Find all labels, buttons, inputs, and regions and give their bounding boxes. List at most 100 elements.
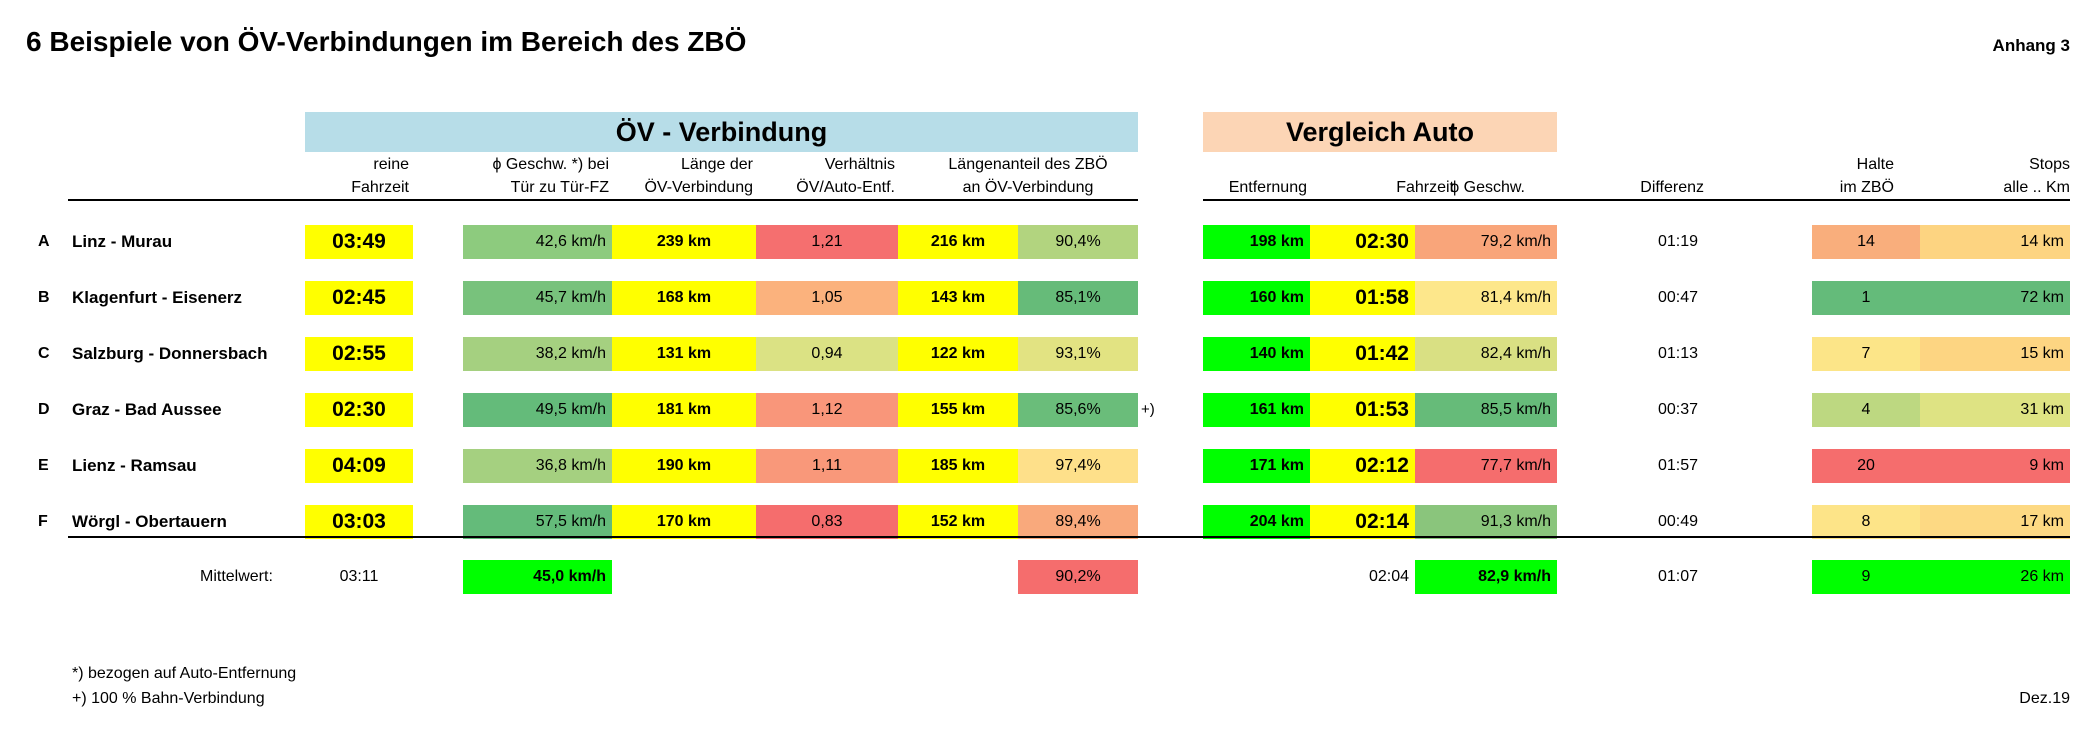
cell-fahrzeit: 02:45 xyxy=(305,281,413,315)
cell-zbo-km: 143 km xyxy=(898,281,1018,315)
mean-differenz: 01:07 xyxy=(1657,568,1698,585)
cell-anteil: 90,4% xyxy=(1018,225,1138,259)
group-header-oev: ÖV - Verbindung xyxy=(305,112,1138,152)
cell-verhaeltnis: 0,94 xyxy=(756,337,898,371)
mean-halte: 9 xyxy=(1812,560,1920,594)
cell-laenge: 239 km xyxy=(612,225,756,259)
cell-stops: 15 km xyxy=(1920,337,2070,371)
mean-label: Mittelwert: xyxy=(200,568,273,585)
header-laenge: Länge der ÖV-Verbindung xyxy=(644,156,753,196)
mean-fahrzeit: 03:11 xyxy=(339,568,379,585)
cell-auto-fahrzeit: 01:42 xyxy=(1310,337,1415,371)
footnote-2: +) 100 % Bahn-Verbindung xyxy=(72,690,265,707)
cell-auto-fahrzeit: 02:30 xyxy=(1310,225,1415,259)
cell-anteil: 89,4% xyxy=(1018,505,1138,539)
cell-entfernung: 160 km xyxy=(1203,281,1310,315)
cell-entfernung: 161 km xyxy=(1203,393,1310,427)
cell-auto-fahrzeit: 02:14 xyxy=(1310,505,1415,539)
page-title: 6 Beispiele von ÖV-Verbindungen im Berei… xyxy=(26,26,747,57)
cell-auto-geschw: 79,2 km/h xyxy=(1415,225,1557,259)
mean-anteil: 90,2% xyxy=(1018,560,1138,594)
cell-zbo-km: 122 km xyxy=(898,337,1018,371)
route-name: Graz - Bad Aussee xyxy=(72,400,222,419)
cell-entfernung: 140 km xyxy=(1203,337,1310,371)
cell-auto-geschw: 85,5 km/h xyxy=(1415,393,1557,427)
cell-differenz: 01:13 xyxy=(1657,345,1698,362)
cell-verhaeltnis: 0,83 xyxy=(756,505,898,539)
cell-anteil: 93,1% xyxy=(1018,337,1138,371)
cell-geschw: 42,6 km/h xyxy=(463,225,612,259)
header-zbo-anteil: Längenanteil des ZBÖ an ÖV-Verbindung xyxy=(948,156,1108,196)
cell-entfernung: 204 km xyxy=(1203,505,1310,539)
cell-auto-fahrzeit: 01:53 xyxy=(1310,393,1415,427)
cell-differenz: 00:37 xyxy=(1657,401,1698,418)
cell-auto-geschw: 77,7 km/h xyxy=(1415,449,1557,483)
cell-verhaeltnis: 1,11 xyxy=(756,449,898,483)
group-header-auto: Vergleich Auto xyxy=(1203,112,1557,152)
header-differenz: Differenz xyxy=(1640,179,1704,196)
date-label: Dez.19 xyxy=(2019,690,2070,707)
cell-entfernung: 198 km xyxy=(1203,225,1310,259)
route-name: Wörgl - Obertauern xyxy=(72,512,227,531)
header-geschwindigkeit: ϕ Geschw. *) bei Tür zu Tür-FZ xyxy=(492,156,609,196)
cell-geschw: 38,2 km/h xyxy=(463,337,612,371)
mean-geschw: 45,0 km/h xyxy=(463,560,612,594)
route-name: Salzburg - Donnersbach xyxy=(72,344,268,363)
cell-differenz: 00:47 xyxy=(1657,289,1698,306)
cell-zbo-km: 185 km xyxy=(898,449,1018,483)
cell-stops: 14 km xyxy=(1920,225,2070,259)
cell-fahrzeit: 02:55 xyxy=(305,337,413,371)
cell-stops: 9 km xyxy=(1920,449,2070,483)
cell-anteil: 85,1% xyxy=(1018,281,1138,315)
cell-differenz: 01:57 xyxy=(1657,457,1698,474)
mean-stops: 26 km xyxy=(1920,560,2070,594)
header-rule-oev xyxy=(68,199,1138,201)
row-letter: E xyxy=(38,457,49,474)
cell-halte: 8 xyxy=(1812,505,1920,539)
header-auto-geschwindigkeit: ϕ Geschw. xyxy=(1450,179,1525,196)
table-bottom-rule xyxy=(68,536,2070,538)
cell-zbo-km: 155 km xyxy=(898,393,1018,427)
cell-auto-geschw: 82,4 km/h xyxy=(1415,337,1557,371)
cell-differenz: 01:19 xyxy=(1657,233,1698,250)
cell-fahrzeit: 04:09 xyxy=(305,449,413,483)
header-auto-fahrzeit: Fahrzeit xyxy=(1396,179,1454,196)
rail-note-marker: +) xyxy=(1141,401,1155,418)
cell-verhaeltnis: 1,21 xyxy=(756,225,898,259)
cell-anteil: 85,6% xyxy=(1018,393,1138,427)
cell-laenge: 168 km xyxy=(612,281,756,315)
cell-stops: 72 km xyxy=(1920,281,2070,315)
header-stops: Stops alle .. Km xyxy=(2003,156,2070,196)
header-verhaeltnis: Verhältnis ÖV/Auto-Entf. xyxy=(796,156,895,196)
cell-verhaeltnis: 1,12 xyxy=(756,393,898,427)
header-entfernung: Entfernung xyxy=(1228,179,1307,196)
row-letter: B xyxy=(38,289,50,306)
cell-geschw: 49,5 km/h xyxy=(463,393,612,427)
cell-halte: 20 xyxy=(1812,449,1920,483)
cell-entfernung: 171 km xyxy=(1203,449,1310,483)
cell-auto-fahrzeit: 02:12 xyxy=(1310,449,1415,483)
cell-verhaeltnis: 1,05 xyxy=(756,281,898,315)
cell-fahrzeit: 03:03 xyxy=(305,505,413,539)
row-letter: F xyxy=(38,513,48,530)
cell-halte: 14 xyxy=(1812,225,1920,259)
cell-stops: 31 km xyxy=(1920,393,2070,427)
cell-auto-geschw: 91,3 km/h xyxy=(1415,505,1557,539)
cell-zbo-km: 152 km xyxy=(898,505,1018,539)
cell-stops: 17 km xyxy=(1920,505,2070,539)
header-rule-auto xyxy=(1203,199,2070,201)
mean-auto-geschw: 82,9 km/h xyxy=(1415,560,1557,594)
route-name: Linz - Murau xyxy=(72,232,173,251)
cell-anteil: 97,4% xyxy=(1018,449,1138,483)
cell-zbo-km: 216 km xyxy=(898,225,1018,259)
cell-laenge: 170 km xyxy=(612,505,756,539)
route-name: Klagenfurt - Eisenerz xyxy=(72,288,243,307)
header-fahrzeit: reine Fahrzeit xyxy=(351,156,409,196)
cell-laenge: 190 km xyxy=(612,449,756,483)
cell-halte: 7 xyxy=(1812,337,1920,371)
cell-geschw: 45,7 km/h xyxy=(463,281,612,315)
row-letter: C xyxy=(38,345,50,362)
cell-halte: 4 xyxy=(1812,393,1920,427)
route-name: Lienz - Ramsau xyxy=(72,456,197,475)
cell-differenz: 00:49 xyxy=(1657,513,1698,530)
